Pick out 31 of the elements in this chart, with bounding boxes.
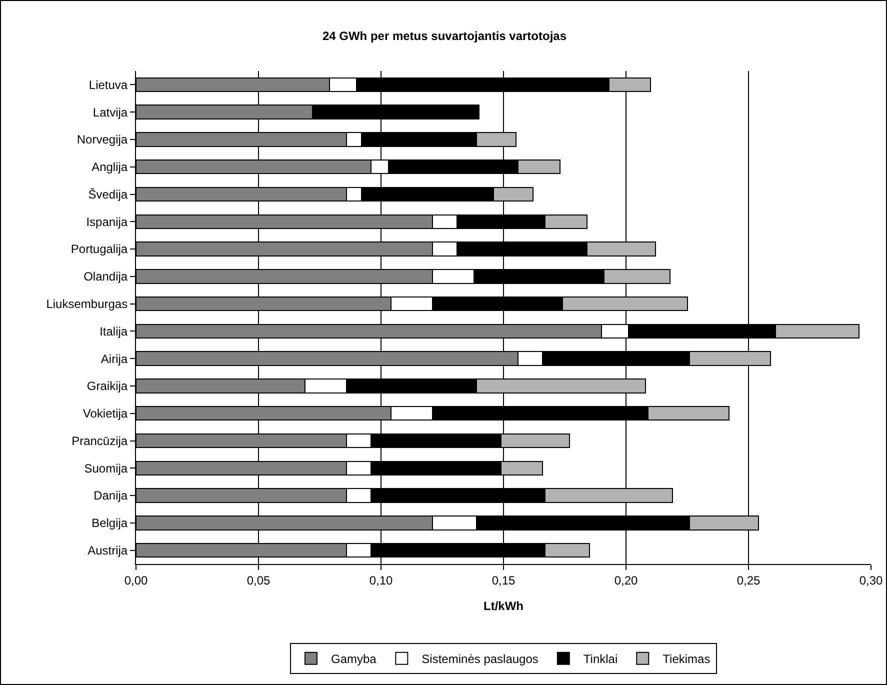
x-tick-label: 0,15 — [492, 573, 516, 588]
y-tick-label: Italija — [100, 324, 128, 338]
x-tick-label: 0,05 — [246, 573, 270, 588]
x-tick-label: 0,00 — [124, 573, 148, 588]
x-tick-label: 0,30 — [859, 573, 883, 588]
legend-label: Tiekimas — [662, 652, 710, 666]
x-axis-title: Lt/kWh — [484, 599, 524, 613]
y-tick-label: Graikija — [86, 379, 128, 394]
y-tick-label: Belgija — [92, 516, 128, 530]
legend-label: Sisteminės paslaugos — [422, 652, 538, 666]
y-tick-label: Norvegija — [76, 132, 128, 147]
y-tick-label: Švedija — [88, 187, 128, 202]
y-tick-label: Prancūzija — [72, 434, 128, 448]
y-tick-label: Austrija — [88, 544, 128, 558]
y-tick-label: Liuksemburgas — [46, 297, 128, 312]
y-tick-label: Anglija — [92, 160, 128, 174]
y-tick-label: Danija — [94, 488, 128, 503]
x-tick-label: 0,10 — [369, 573, 393, 588]
legend-label: Gamyba — [331, 652, 377, 666]
y-tick-label: Olandija — [84, 270, 128, 284]
x-tick-label: 0,25 — [736, 573, 760, 588]
y-tick-label: Vokietija — [82, 406, 128, 421]
chart-title: 24 GWh per metus suvartojantis vartotojas — [322, 29, 567, 44]
x-tick-label: 0,20 — [614, 573, 638, 588]
y-tick-label: Airija — [100, 352, 128, 366]
legend-label: Tinklai — [583, 652, 618, 666]
y-tick-label: Suomija — [84, 461, 128, 476]
y-tick-label: Portugalija — [70, 242, 128, 256]
y-tick-label: Latvija — [92, 105, 128, 120]
y-tick-label: Ispanija — [86, 214, 128, 229]
y-tick-label: Lietuva — [88, 78, 128, 92]
